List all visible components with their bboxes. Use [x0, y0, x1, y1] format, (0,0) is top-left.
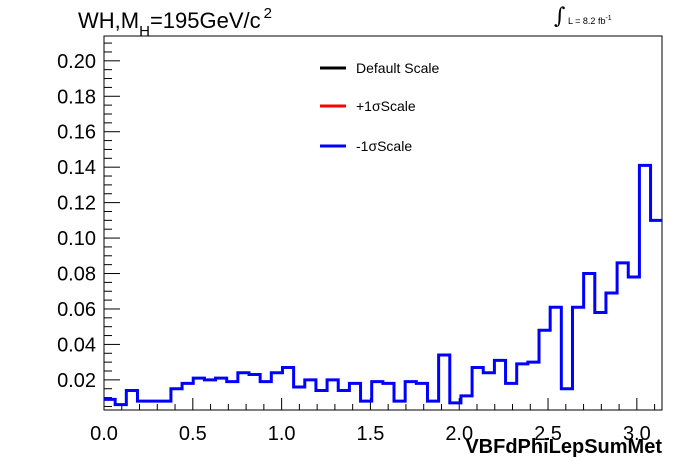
histogram-line: [104, 163, 662, 407]
x-tick-label: 2.0: [445, 423, 473, 445]
luminosity-value: L = 8.2 fb: [568, 16, 606, 26]
y-tick-label: 0.20: [57, 51, 96, 73]
title-subscript: H: [139, 23, 150, 40]
x-tick-label: 0.5: [179, 423, 207, 445]
x-tick-label: 1.5: [357, 423, 385, 445]
y-axis: 0.02 0.04 0.06 0.08 0.10 0.12 0.14 0.16 0.18 0.20: [57, 42, 120, 407]
x-tick-label: 2.5: [534, 423, 562, 445]
x-tick-label: 0.0: [90, 423, 118, 445]
legend-label: -1σScale: [356, 138, 412, 154]
y-tick-label: 0.10: [57, 228, 96, 250]
y-tick-label: 0.16: [57, 122, 96, 144]
frame: [103, 35, 663, 411]
title-main: WH,M: [78, 8, 140, 33]
y-tick-label: 0.14: [57, 157, 96, 179]
x-tick-label: 3.0: [623, 423, 651, 445]
y-tick-label: 0.02: [57, 370, 96, 392]
y-tick-label: 0.18: [57, 86, 96, 108]
y-tick-label: 0.04: [57, 334, 96, 356]
y-tick-label: 0.06: [57, 299, 96, 321]
y-tick-label: 0.12: [57, 193, 96, 215]
legend-label: Default Scale: [356, 60, 439, 76]
luminosity-text: L = 8.2 fb-1: [568, 15, 612, 26]
title-superscript: 2: [263, 5, 272, 22]
legend: Default Scale +1σScale -1σScale: [320, 60, 439, 154]
y-tick-label: 0.08: [57, 264, 96, 286]
x-axis: 0.0 0.5 1.0 1.5 2.0 2.5 3.0: [90, 398, 656, 445]
plot-title: WH,MH=195GeV/c 2: [78, 5, 272, 40]
integral-symbol: ∫: [554, 4, 566, 29]
x-tick-label: 1.0: [268, 423, 296, 445]
legend-label: +1σScale: [356, 98, 416, 114]
luminosity-superscript: -1: [605, 15, 612, 22]
title-rest: =195GeV/c: [149, 8, 261, 33]
x-axis-label: VBFdPhiLepSumMet: [465, 436, 662, 458]
